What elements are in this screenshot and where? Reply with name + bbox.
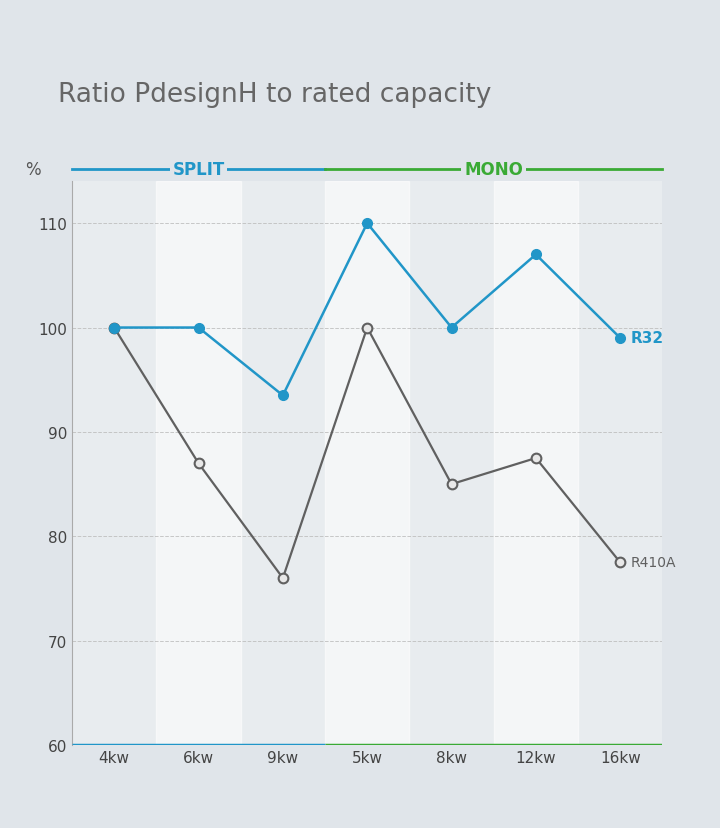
Text: %: % <box>25 161 41 179</box>
Text: R32: R32 <box>630 331 663 346</box>
Text: SPLIT: SPLIT <box>172 161 225 179</box>
Bar <box>494 182 578 745</box>
Text: MONO: MONO <box>464 161 523 179</box>
Text: Ratio PdesignH to rated capacity: Ratio PdesignH to rated capacity <box>58 82 491 108</box>
Bar <box>325 182 410 745</box>
Text: R410A: R410A <box>630 556 676 570</box>
Bar <box>156 182 240 745</box>
